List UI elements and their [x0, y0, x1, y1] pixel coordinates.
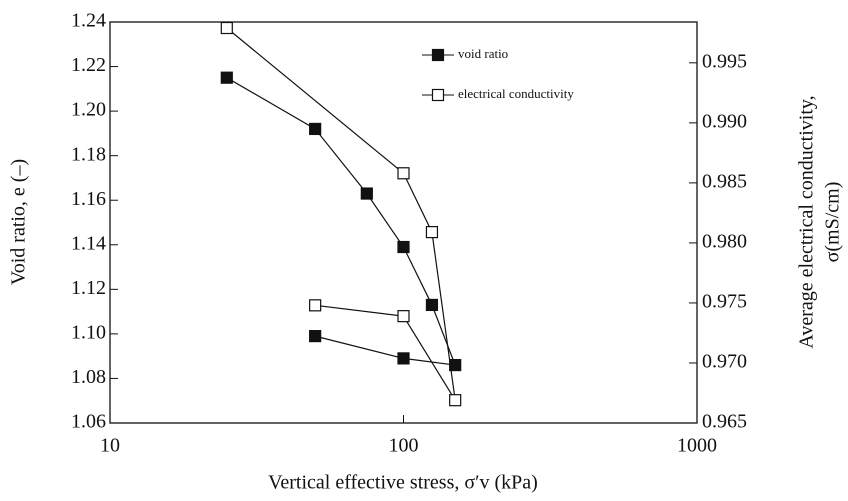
y-tick-label: 1.20 [71, 99, 106, 121]
x-tick-label: 10 [100, 435, 120, 457]
y2-axis-label: Average electrical conductivity, [796, 95, 818, 348]
y-tick-label: 1.06 [71, 411, 106, 433]
marker [397, 167, 410, 180]
marker [397, 310, 410, 323]
y-tick-label: 1.16 [71, 188, 106, 210]
y2-tick-label: 0.995 [702, 50, 747, 72]
x-axis-label: Vertical effective stress, σ′v (kPa) [268, 472, 538, 494]
marker [309, 299, 322, 312]
y2-axis-label: σ(mS/cm) [822, 182, 844, 263]
x-tick-label: 100 [389, 435, 419, 457]
marker [397, 240, 410, 254]
marker [360, 187, 373, 200]
y2-tick-label: 0.980 [702, 231, 747, 253]
series-line [226, 77, 457, 366]
y-tick-label: 1.24 [71, 10, 106, 32]
marker [449, 358, 462, 372]
legend-marker [431, 48, 445, 62]
series-line [226, 27, 456, 401]
y-axis-label: Void ratio, e (–) [8, 159, 30, 285]
marker [220, 21, 233, 35]
marker [309, 330, 322, 343]
y-tick-label: 1.12 [71, 277, 106, 299]
y-tick-label: 1.08 [71, 366, 106, 388]
marker [449, 394, 462, 407]
y-tick-label: 1.18 [71, 143, 106, 165]
y2-tick-label: 0.965 [702, 411, 747, 433]
y-tick-label: 1.10 [71, 321, 106, 343]
y2-tick-label: 0.970 [702, 351, 747, 373]
marker [397, 352, 410, 365]
y-tick-label: 1.22 [71, 54, 106, 76]
x-tick-label: 1000 [677, 435, 717, 457]
marker [425, 226, 439, 239]
legend-marker [431, 88, 445, 102]
y2-tick-label: 0.985 [702, 170, 747, 192]
y-tick-label: 1.14 [71, 232, 106, 254]
legend-label: void ratio [458, 46, 508, 61]
marker [220, 71, 233, 84]
marker [309, 122, 322, 136]
legend-label: electrical conductivity [458, 86, 574, 101]
y2-tick-label: 0.975 [702, 291, 747, 313]
marker [425, 298, 439, 312]
y2-tick-label: 0.990 [702, 110, 747, 132]
